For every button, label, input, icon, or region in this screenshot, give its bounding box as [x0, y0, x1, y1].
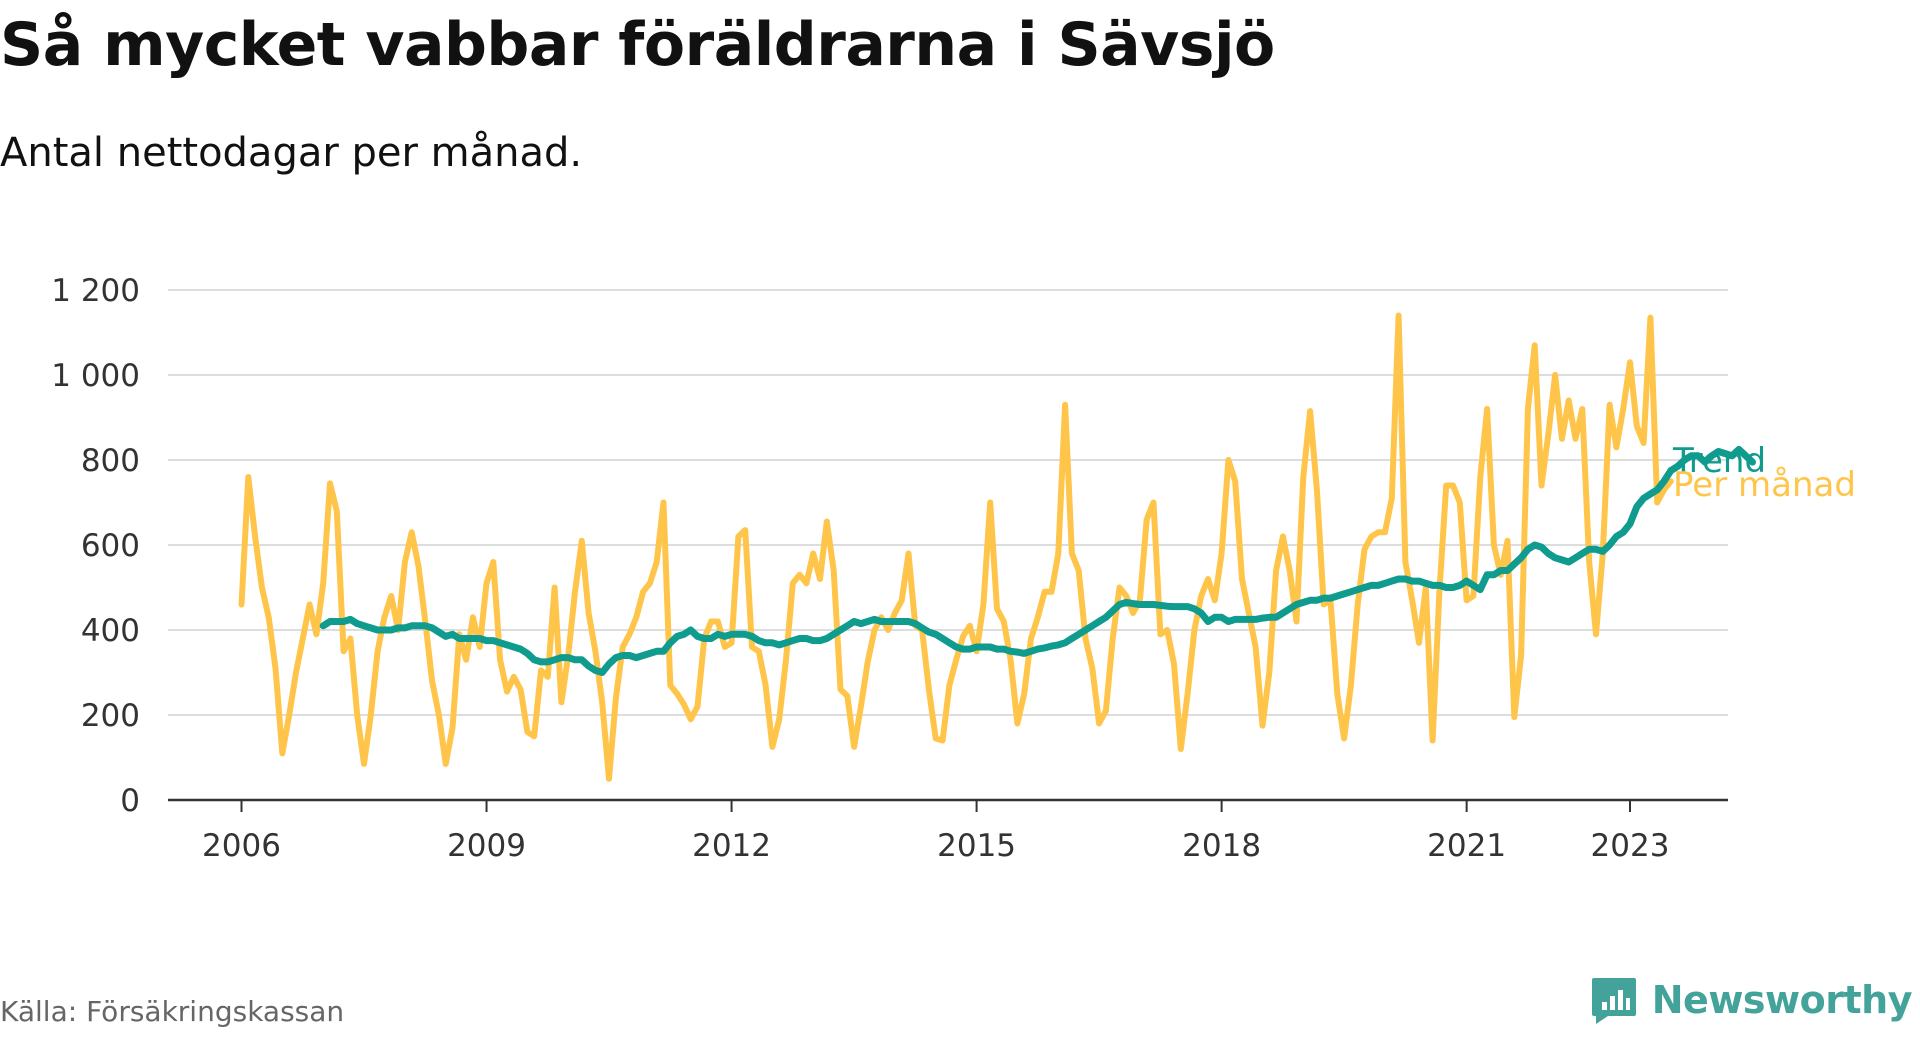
x-tick-label: 2006 — [202, 828, 281, 864]
y-tick-label: 400 — [81, 613, 140, 649]
y-tick-label: 200 — [81, 698, 140, 734]
x-tick-label: 2015 — [937, 828, 1016, 864]
brand-name: Newsworthy — [1651, 978, 1913, 1022]
y-tick-label: 0 — [120, 783, 140, 819]
trend-series-line — [319, 445, 1756, 676]
x-tick-label: 2023 — [1591, 828, 1670, 864]
monthly-series-line — [238, 312, 1674, 782]
y-tick-label: 600 — [81, 528, 140, 564]
line-chart: 0 200 400 600 800 1 000 1 200 2006 2009 2012 2015 2… — [51, 273, 1856, 864]
axes: 0 200 400 600 800 1 000 1 200 2006 2009 2012 2015 2… — [51, 273, 1728, 864]
y-tick-label: 1 000 — [51, 358, 140, 394]
y-tick-label: 800 — [81, 443, 140, 479]
chart-title: Så mycket vabbar föräldrarna i Sävsjö — [0, 10, 1275, 80]
series-lines — [238, 312, 1756, 782]
x-tick-label: 2021 — [1427, 828, 1506, 864]
legend-label-per-manad: Per månad — [1673, 465, 1856, 505]
x-tick-label: 2009 — [447, 828, 526, 864]
brand-logo: Newsworthy — [1588, 974, 1913, 1026]
newsworthy-logo-icon — [1591, 978, 1636, 1024]
x-tick-label: 2012 — [692, 828, 771, 864]
chart-subtitle: Antal nettodagar per månad. — [0, 130, 583, 176]
x-tick-label: 2018 — [1182, 828, 1261, 864]
legend-label-trend: Trend — [1672, 441, 1766, 481]
y-tick-label: 1 200 — [51, 273, 140, 309]
source-note: Källa: Försäkringskassan — [0, 995, 345, 1028]
